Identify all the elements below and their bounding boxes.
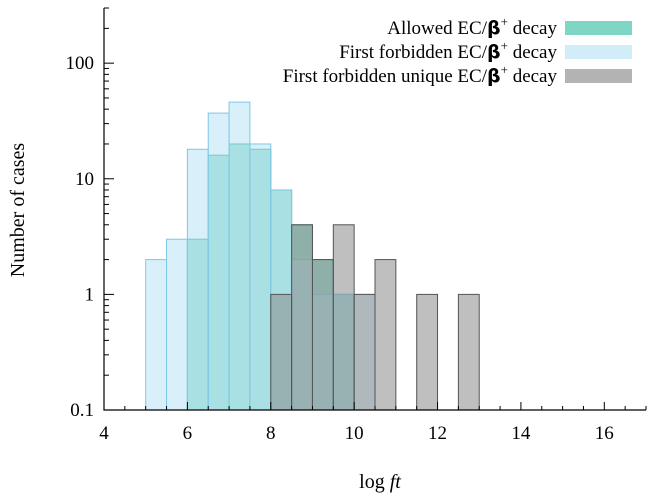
- x-tick-label: 8: [266, 423, 276, 444]
- x-tick-label: 14: [511, 423, 531, 444]
- bar-series-1-bin-5: [249, 143, 272, 411]
- x-tick-label: 10: [345, 423, 364, 444]
- bar-series-2-bin-0: [270, 293, 293, 411]
- x-tick-label: 12: [428, 423, 447, 444]
- bars-layer: [145, 101, 480, 411]
- y-tick-label: 0.1: [70, 400, 94, 421]
- x-axis-title: log ft: [359, 471, 401, 493]
- bar-series-1-bin-3: [207, 112, 230, 411]
- bar-series-2-bin-1: [291, 224, 313, 411]
- axes-layer: 4 6 8 10 12 14 16 0.1 1 10 100: [66, 7, 647, 444]
- legend-swatch-2: [565, 69, 632, 83]
- x-axis-title-italic: ft: [390, 471, 402, 493]
- y-tick-label: 1: [85, 284, 95, 305]
- bar-series-2-bin-6: [416, 293, 439, 411]
- bar-series-2-bin-4: [353, 293, 376, 411]
- x-axis-title-prefix: log: [359, 471, 390, 493]
- legend-swatch-1: [565, 45, 632, 59]
- legend-label-1: First forbidden EC/β+ decay: [339, 38, 557, 63]
- bar-series-1-bin-4: [228, 101, 251, 411]
- y-tick-label: 10: [75, 169, 94, 190]
- legend-label-2: First forbidden unique EC/β+ decay: [283, 62, 558, 87]
- legend-label-0: Allowed EC/β+ decay: [387, 14, 557, 39]
- bar-series-1-bin-2: [186, 148, 209, 411]
- bar-series-2-bin-7: [457, 293, 480, 411]
- legend-swatch-0: [565, 21, 632, 35]
- bar-series-2-bin-2: [311, 259, 334, 411]
- bar-series-2-bin-5: [374, 259, 397, 411]
- bar-series-1-bin-1: [166, 238, 188, 411]
- x-tick-label: 6: [183, 423, 193, 444]
- y-axis-title: Number of cases: [7, 143, 29, 278]
- x-tick-label: 16: [595, 423, 614, 444]
- bar-series-1-bin-0: [145, 259, 168, 411]
- bar-series-2-bin-3: [332, 224, 355, 411]
- x-tick-label: 4: [99, 423, 109, 444]
- y-tick-label: 100: [66, 53, 95, 74]
